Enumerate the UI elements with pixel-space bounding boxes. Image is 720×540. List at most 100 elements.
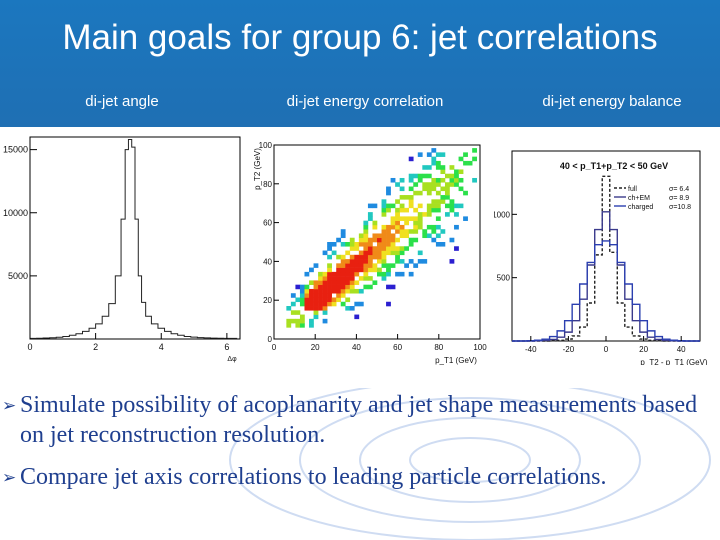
heatmap-cell — [404, 263, 410, 268]
heatmap-cell — [449, 203, 455, 209]
heatmap-cell — [367, 259, 373, 264]
heatmap-cell — [426, 190, 432, 196]
heatmap-cell — [408, 216, 414, 221]
heatmap-cell — [290, 293, 296, 298]
histogram-bin — [76, 334, 83, 339]
heatmap-cell — [426, 212, 432, 217]
heatmap-cell — [358, 263, 364, 268]
heatmap-cell — [426, 182, 432, 187]
heatmap-cell — [408, 242, 414, 247]
heatmap-cell — [399, 177, 405, 183]
y-tick-label: 10000 — [3, 208, 28, 218]
heatmap-cell — [327, 254, 332, 260]
x-tick-label: -20 — [563, 345, 575, 354]
heatmap-cell — [286, 306, 292, 311]
heatmap-cell — [327, 276, 332, 281]
heatmap-cell — [336, 284, 342, 290]
heatmap-cell — [454, 182, 459, 187]
heatmap-cell — [354, 288, 360, 294]
heatmap-cell — [408, 199, 414, 204]
histogram-bin — [178, 335, 185, 339]
heatmap-cell — [422, 165, 428, 170]
heatmap-cell — [290, 318, 296, 324]
heatmap-cell — [295, 323, 301, 328]
heatmap-cell — [340, 276, 346, 281]
heatmap-cell — [399, 259, 405, 264]
heatmap-cell — [381, 237, 387, 243]
heatmap-cell — [345, 297, 351, 303]
heatmap-cell — [327, 280, 332, 285]
heatmap-cell — [431, 186, 437, 192]
heatmap-cell — [454, 173, 459, 179]
heatmap-cell — [431, 160, 437, 166]
heatmap-cell — [435, 190, 441, 196]
histogram-bin — [89, 328, 96, 339]
heatmap-cell — [336, 276, 342, 281]
heatmap-cell — [363, 271, 369, 277]
heatmap-cell — [345, 259, 351, 264]
heatmap-cell — [449, 207, 455, 213]
arrow-bullet-icon: ➢ — [2, 468, 17, 488]
heatmap-cell — [336, 267, 342, 273]
heatmap-cell — [377, 259, 382, 264]
heatmap-cell — [444, 190, 450, 196]
heatmap-cell — [408, 271, 414, 277]
heatmap-cell — [435, 216, 441, 221]
slide-header: Main goals for group 6: jet correlations… — [0, 0, 720, 127]
heatmap-cell — [440, 229, 446, 234]
heatmap-cell — [454, 203, 459, 209]
heatmap-cell — [345, 267, 351, 273]
heatmap-cell — [309, 301, 314, 307]
heatmap-cell — [417, 220, 423, 226]
heatmap-cell — [318, 301, 323, 307]
heatmap-cell — [322, 280, 328, 285]
heatmap-cell — [390, 216, 396, 221]
heatmap-cell — [340, 284, 346, 290]
series-line-charged — [512, 240, 700, 342]
histogram-bin — [115, 276, 121, 339]
heatmap-cell — [354, 259, 360, 264]
heatmap-cell — [426, 207, 432, 213]
heatmap-cell — [313, 263, 319, 268]
heatmap-cell — [377, 242, 382, 247]
heatmap-cell — [340, 288, 346, 294]
heatmap-cell — [399, 203, 405, 209]
heatmap-cell — [327, 301, 332, 307]
heatmap-cell — [340, 254, 346, 260]
heatmap-cell — [336, 297, 342, 303]
heatmap-cell — [422, 259, 428, 264]
heatmap-cell — [417, 173, 423, 179]
heatmap-cell — [390, 177, 396, 183]
heatmap-cell — [386, 301, 391, 307]
heatmap-cell — [399, 246, 405, 251]
heatmap-cell — [367, 267, 373, 273]
heatmap-cell — [358, 288, 364, 294]
heatmap-cell — [349, 267, 355, 273]
heatmap-cell — [449, 237, 455, 243]
heatmap-cell — [313, 280, 319, 285]
heatmap-cell — [340, 229, 346, 234]
heatmap-cell — [372, 237, 378, 243]
heatmap-cell — [399, 224, 405, 230]
heatmap-cell — [309, 267, 314, 273]
heatmap-cell — [363, 220, 369, 226]
plot-frame — [273, 144, 481, 340]
heatmap-cell — [345, 288, 351, 294]
heatmap-cell — [304, 271, 310, 277]
heatmap-cell — [381, 271, 387, 277]
heatmap-cell — [322, 301, 328, 307]
y-tick-label: 15000 — [3, 145, 28, 155]
heatmap-cell — [399, 271, 405, 277]
heatmap-cell — [318, 271, 323, 277]
x-tick-label: 40 — [677, 345, 686, 354]
heatmap-cell — [463, 190, 468, 196]
heatmap-cell — [408, 259, 414, 264]
heatmap-cell — [331, 250, 337, 256]
heatmap-cell — [426, 203, 432, 209]
histogram-bin — [151, 324, 158, 339]
histogram-bin — [128, 140, 131, 339]
heatmap-cell — [444, 195, 450, 200]
heatmap-cell — [463, 160, 468, 166]
heatmap-cell — [431, 237, 437, 243]
heatmap-cell — [440, 177, 446, 183]
